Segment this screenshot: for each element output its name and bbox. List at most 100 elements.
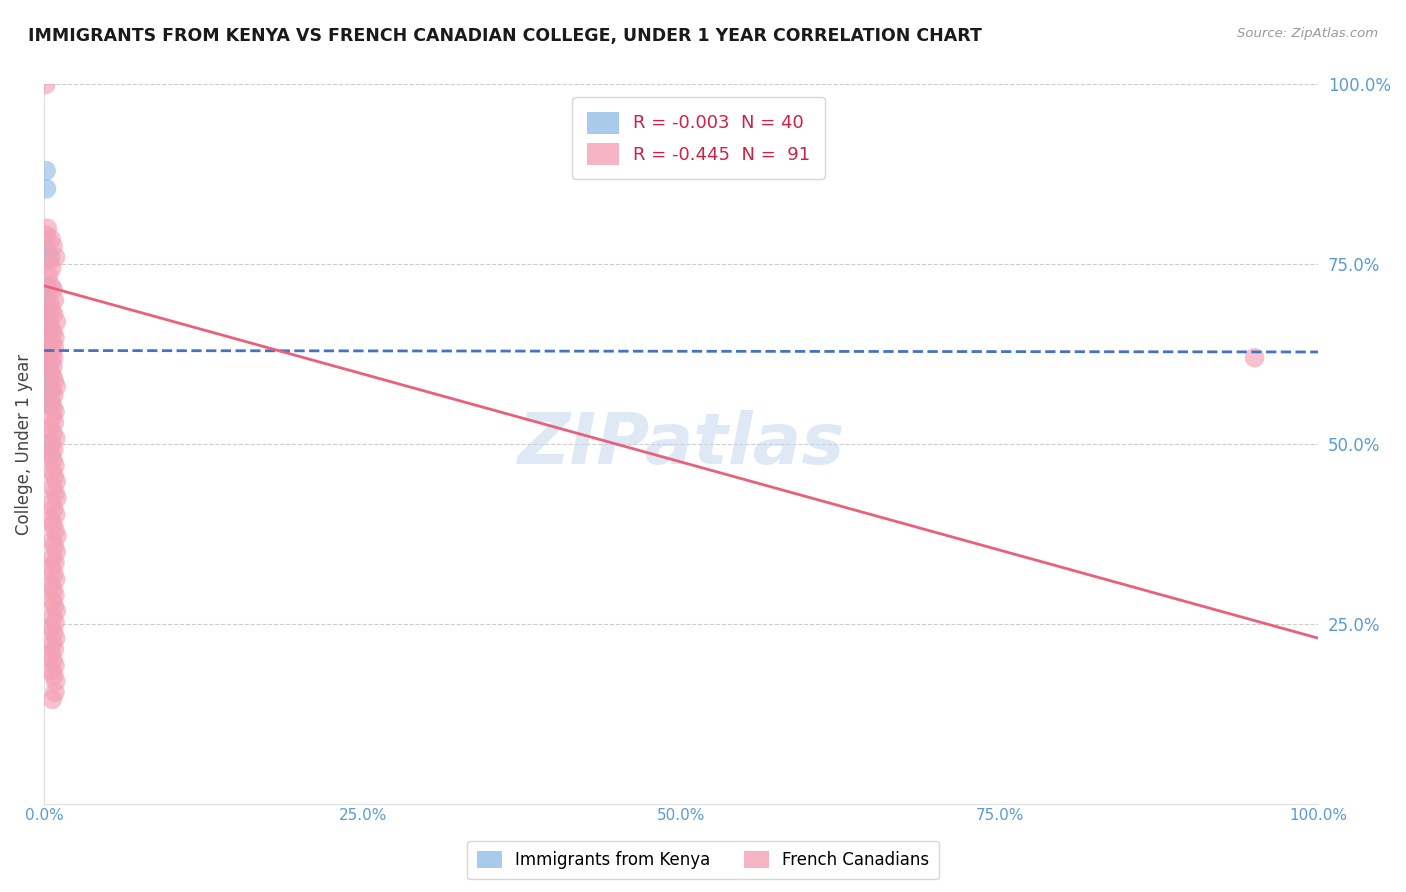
- Point: [39, 250, 62, 264]
- Legend: R = -0.003  N = 40, R = -0.445  N =  91: R = -0.003 N = 40, R = -0.445 N = 91: [572, 97, 825, 179]
- Point: [41, 664, 63, 678]
- Point: [45, 604, 67, 618]
- Point: [42, 517, 65, 532]
- Point: [41, 437, 63, 451]
- Point: [44, 588, 66, 602]
- Point: [44, 642, 66, 657]
- Point: [35, 340, 58, 354]
- Point: [45, 315, 67, 329]
- Point: [44, 469, 66, 483]
- Point: [38, 253, 60, 268]
- Point: [35, 338, 58, 352]
- Point: [41, 637, 63, 651]
- Point: [42, 501, 65, 516]
- Point: [39, 278, 62, 293]
- Point: [35, 393, 58, 408]
- Point: [42, 442, 65, 457]
- Point: [38, 268, 60, 282]
- Point: [41, 534, 63, 549]
- Point: [34, 78, 56, 92]
- Point: [41, 464, 63, 478]
- Point: [34, 318, 56, 333]
- Point: [44, 486, 66, 500]
- Legend: Immigrants from Kenya, French Canadians: Immigrants from Kenya, French Canadians: [467, 841, 939, 880]
- Point: [37, 322, 59, 336]
- Point: [35, 345, 58, 359]
- Point: [41, 383, 63, 397]
- Point: [42, 653, 65, 667]
- Point: [38, 343, 60, 358]
- Point: [45, 475, 67, 489]
- Point: [41, 620, 63, 634]
- Point: [42, 239, 65, 253]
- Point: [35, 293, 58, 308]
- Point: [41, 347, 63, 361]
- Point: [35, 365, 58, 379]
- Point: [42, 400, 65, 414]
- Point: [34, 361, 56, 376]
- Point: [39, 421, 62, 435]
- Point: [44, 416, 66, 430]
- Point: [35, 352, 58, 367]
- Point: [38, 297, 60, 311]
- Point: [39, 448, 62, 462]
- Point: [35, 163, 58, 178]
- Point: [37, 342, 59, 356]
- Point: [45, 491, 67, 505]
- Point: [42, 625, 65, 640]
- Point: [35, 308, 58, 322]
- Point: [37, 333, 59, 347]
- Point: [42, 480, 65, 494]
- Point: [41, 260, 63, 275]
- Point: [42, 388, 65, 402]
- Point: [41, 368, 63, 383]
- Point: [35, 301, 58, 315]
- Point: [35, 322, 58, 336]
- Point: [35, 182, 58, 196]
- Point: [37, 376, 59, 390]
- Point: [42, 550, 65, 565]
- Point: [35, 278, 58, 293]
- Point: [39, 354, 62, 368]
- Point: [37, 315, 59, 329]
- Point: [41, 594, 63, 608]
- Point: [39, 232, 62, 246]
- Point: [42, 668, 65, 682]
- Point: [45, 572, 67, 586]
- Point: [39, 577, 62, 591]
- Point: [42, 609, 65, 624]
- Point: [35, 243, 58, 257]
- Point: [35, 326, 58, 340]
- Point: [44, 658, 66, 673]
- Point: [44, 524, 66, 538]
- Point: [35, 372, 58, 386]
- Point: [45, 431, 67, 445]
- Point: [37, 368, 59, 383]
- Point: [44, 340, 66, 354]
- Point: [42, 308, 65, 322]
- Point: [35, 329, 58, 343]
- Point: [44, 539, 66, 553]
- Point: [45, 250, 67, 264]
- Point: [39, 322, 62, 336]
- Point: [37, 311, 59, 326]
- Point: [35, 330, 58, 344]
- Point: [44, 374, 66, 388]
- Text: IMMIGRANTS FROM KENYA VS FRENCH CANADIAN COLLEGE, UNDER 1 YEAR CORRELATION CHART: IMMIGRANTS FROM KENYA VS FRENCH CANADIAN…: [28, 27, 981, 45]
- Text: Source: ZipAtlas.com: Source: ZipAtlas.com: [1237, 27, 1378, 40]
- Point: [45, 545, 67, 559]
- Point: [45, 631, 67, 645]
- Point: [39, 512, 62, 526]
- Point: [37, 221, 59, 235]
- Point: [39, 333, 62, 347]
- Point: [39, 393, 62, 408]
- Point: [35, 437, 58, 451]
- Point: [44, 615, 66, 630]
- Point: [44, 556, 66, 570]
- Point: [38, 383, 60, 397]
- Point: [45, 379, 67, 393]
- Point: [44, 405, 66, 419]
- Point: [42, 351, 65, 365]
- Point: [44, 330, 66, 344]
- Point: [39, 365, 62, 379]
